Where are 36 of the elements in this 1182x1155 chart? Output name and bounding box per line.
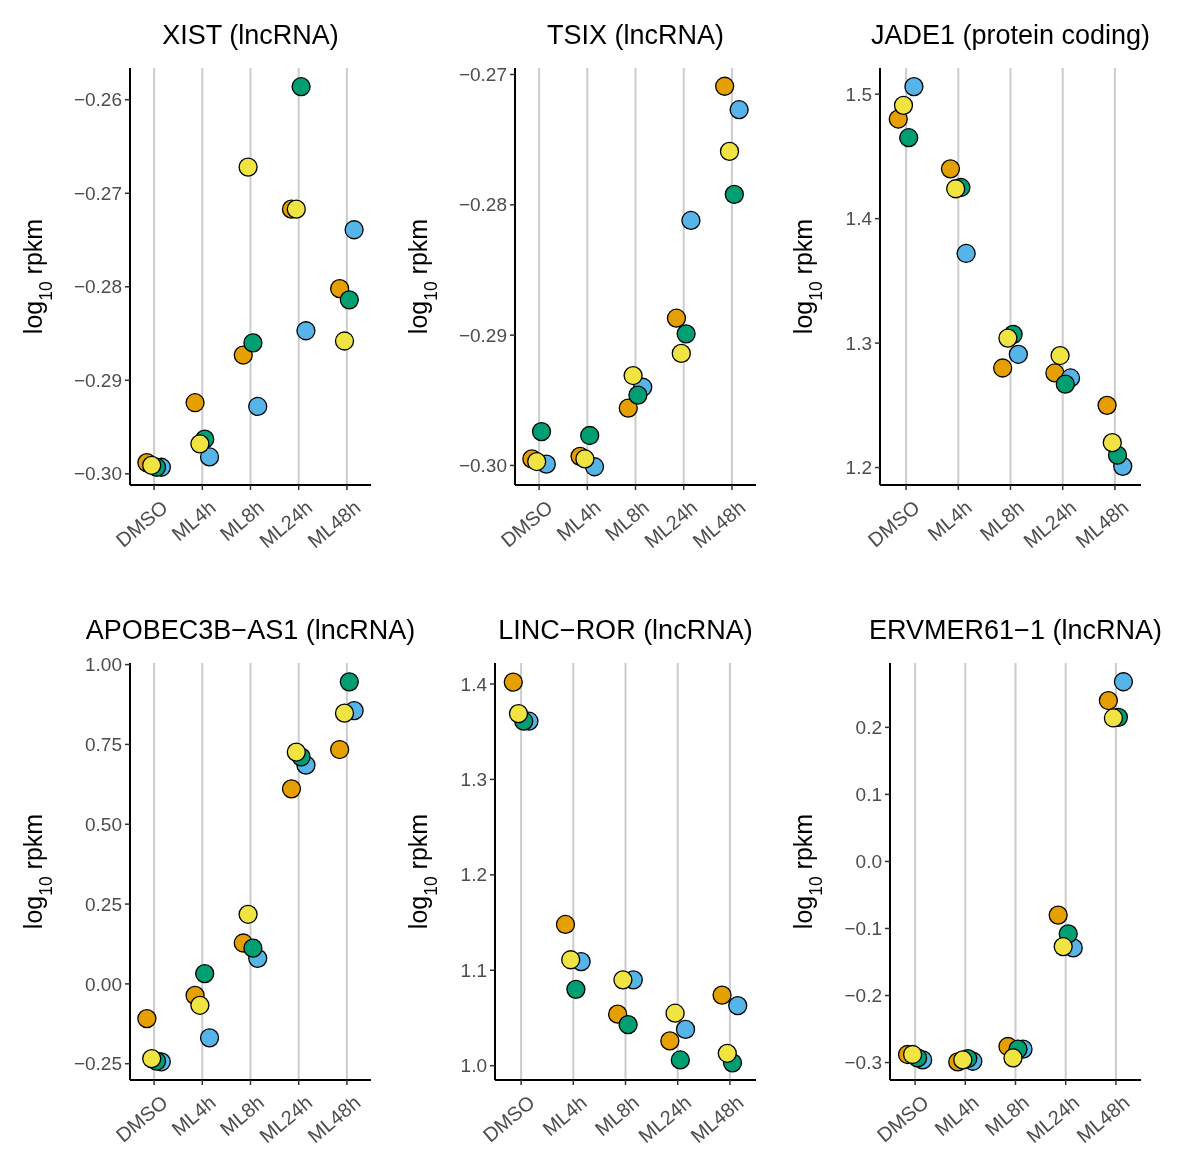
y-tick-label: −0.29	[458, 324, 507, 346]
chart-title: TSIX (lncRNA)	[546, 20, 725, 50]
y-tick-label: 0.25	[85, 893, 122, 915]
y-tick-label: 0.2	[855, 717, 882, 739]
y-tick-label: 1.0	[460, 1055, 487, 1077]
y-tick-label: 1.5	[845, 83, 872, 105]
y-tick-label: −0.28	[73, 276, 122, 298]
y-tick-label: −0.27	[73, 182, 122, 204]
y-tick-label: −0.1	[844, 918, 882, 940]
y-tick-label: −0.3	[844, 1052, 882, 1074]
chart-title: LINC−ROR (lncRNA)	[498, 615, 753, 645]
y-tick-label: −0.30	[73, 463, 122, 485]
y-tick-label: −0.2	[844, 985, 882, 1007]
y-tick-label: −0.25	[73, 1053, 122, 1075]
y-tick-label: 1.3	[460, 769, 487, 791]
y-tick-label: 1.4	[845, 208, 873, 230]
chart-title: ERVMER61−1 (lncRNA)	[869, 615, 1162, 645]
y-tick-label: 1.00	[85, 654, 122, 676]
y-tick-label: −0.30	[458, 455, 507, 477]
y-tick-label: 0.1	[855, 784, 882, 806]
y-tick-label: 1.2	[845, 457, 872, 479]
y-tick-label: −0.29	[73, 369, 122, 391]
y-tick-label: −0.28	[458, 194, 507, 216]
y-tick-label: 1.3	[845, 332, 872, 354]
y-tick-label: 1.1	[460, 959, 487, 981]
y-tick-label: 0.75	[85, 734, 122, 756]
chart-title: JADE1 (protein coding)	[870, 20, 1151, 50]
y-tick-label: 0.00	[85, 973, 122, 995]
y-tick-label: 1.4	[460, 673, 488, 695]
y-tick-label: 0.50	[85, 813, 122, 835]
y-tick-label: −0.27	[458, 64, 507, 86]
y-tick-label: −0.26	[73, 89, 122, 111]
chart-title: APOBEC3B−AS1 (lncRNA)	[85, 615, 416, 645]
y-tick-label: 1.2	[460, 864, 487, 886]
y-tick-label: 0.0	[855, 851, 882, 873]
chart-title: XIST (lncRNA)	[162, 20, 339, 50]
